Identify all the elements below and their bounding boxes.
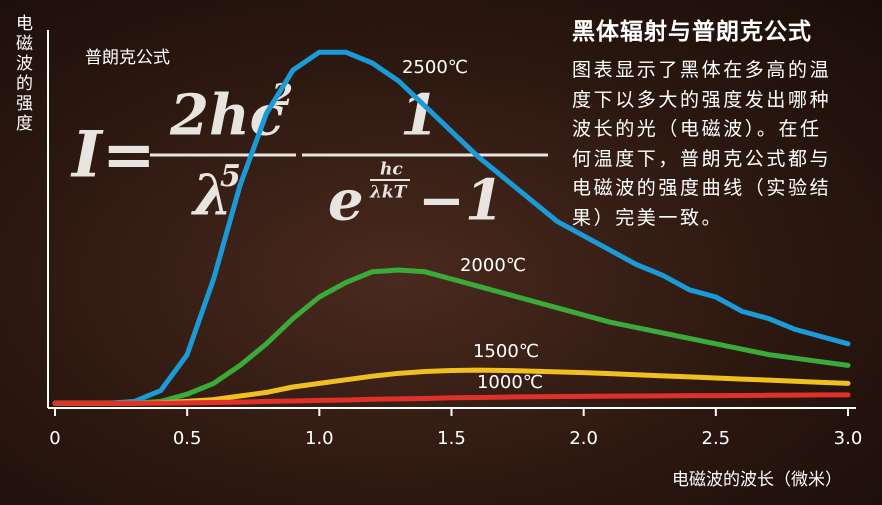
formula-lhs: I= — [70, 118, 156, 193]
formula-label: 普朗克公式 — [85, 48, 170, 68]
x-tick-label: 0.5 — [173, 428, 202, 449]
sidebar-line: 度下以多大的强度发出哪种 — [572, 88, 832, 111]
formula-part: e — [328, 168, 364, 234]
x-tick-label: 2.0 — [569, 428, 598, 449]
formula-part: hc — [380, 160, 403, 180]
sidebar-line: 电磁波的强度曲线（实验结 — [572, 177, 832, 199]
series-label: 2500℃ — [402, 57, 468, 78]
line-series — [52, 267, 851, 406]
series-label: 1500℃ — [473, 341, 539, 362]
formula-part: λ — [191, 163, 232, 229]
sidebar-line: 果）完美一致。 — [572, 206, 724, 229]
x-tick-label: 2.5 — [702, 428, 731, 449]
y-axis-title: 电磁波的强度 — [12, 14, 32, 134]
sidebar-body: 图表显示了黑体在多高的温 度下以多大的强度发出哪种 波长的光（电磁波）。在任 何温度下… — [572, 56, 831, 233]
series-label: 2000℃ — [460, 255, 526, 276]
formula-part: λkT — [369, 183, 408, 203]
sidebar-line: 图表显示了黑体在多高的温 — [572, 59, 832, 81]
x-tick-label: 1.0 — [305, 428, 334, 449]
line-series — [52, 392, 851, 406]
sidebar-title: 黑体辐射与普朗克公式 — [572, 19, 812, 45]
sidebar-line: 何温度下，普朗克公式都与 — [572, 147, 832, 170]
x-tick-label: 3.0 — [834, 428, 863, 449]
line-series — [52, 49, 851, 406]
formula-part: 5 — [220, 159, 241, 194]
x-axis-title: 电磁波的波长（微米） — [672, 470, 842, 490]
sidebar: 黑体辐射与普朗克公式 图表显示了黑体在多高的温 度下以多大的强度发出哪种 波长的光（… — [572, 12, 831, 233]
x-tick-label: 0 — [49, 428, 60, 449]
sidebar-line: 波长的光（电磁波）。在任 — [572, 118, 822, 140]
formula-part: 2 — [271, 78, 293, 113]
formula-part: −1 — [418, 168, 504, 234]
x-tick-label: 1.5 — [437, 428, 466, 449]
series-label: 1000℃ — [477, 372, 543, 393]
